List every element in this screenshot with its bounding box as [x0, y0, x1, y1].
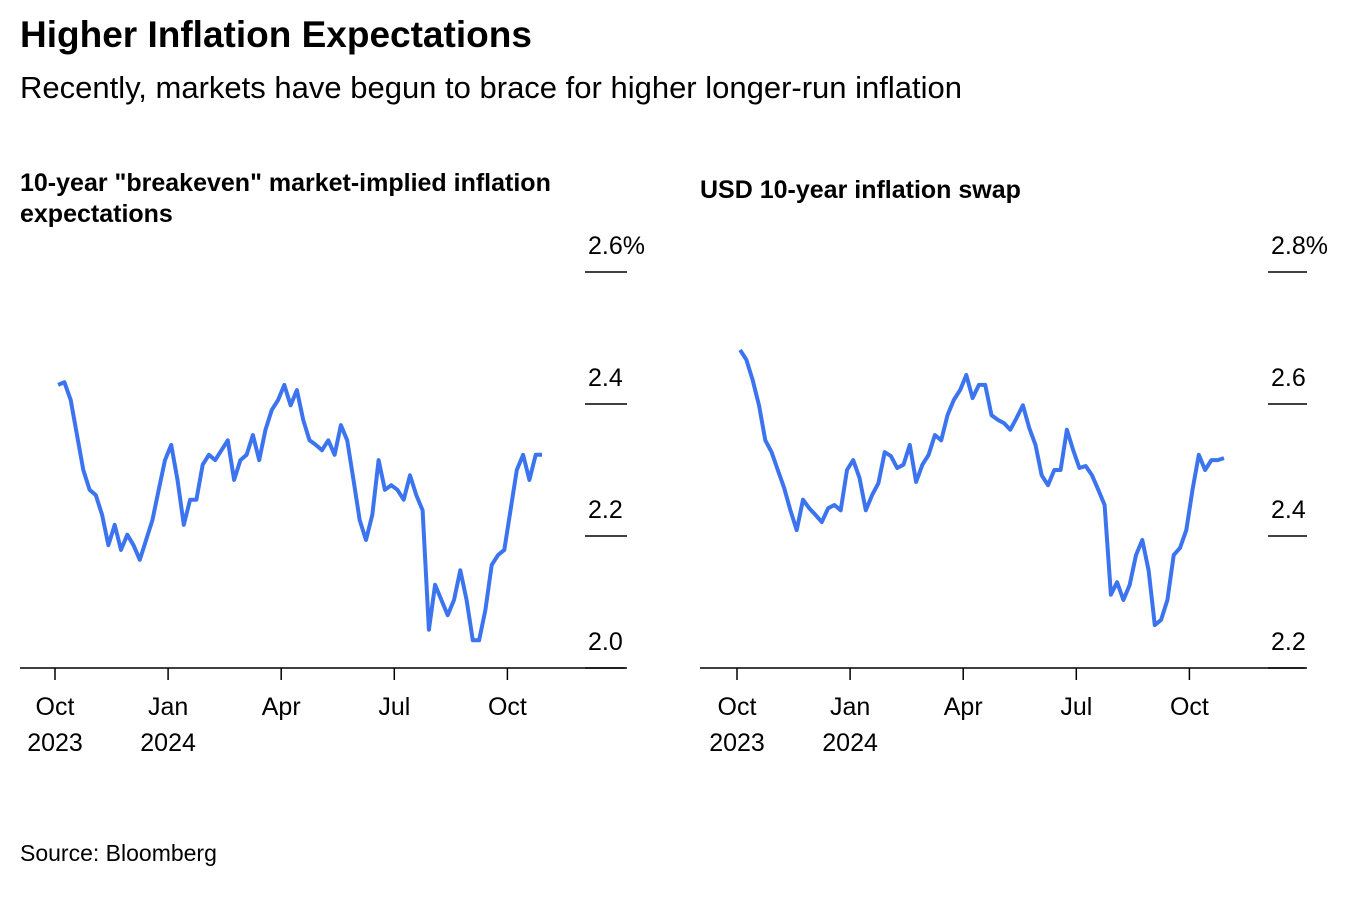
- chart-title: USD 10-year inflation swap: [700, 176, 1021, 204]
- x-tick-label: Oct: [487, 693, 527, 721]
- data-line: [57, 380, 542, 643]
- x-tick-label: Apr: [261, 693, 301, 721]
- x-tick-label: Jul: [1060, 693, 1093, 721]
- y-tick-label: 2.6: [1271, 364, 1306, 392]
- chart-title: 10-year "breakeven" market-implied infla…: [20, 169, 551, 228]
- y-tick-label: 2.8%: [1271, 232, 1328, 260]
- y-tick-label: 2.4: [1271, 496, 1306, 524]
- y-tick-label: 2.0: [588, 628, 623, 656]
- x-tick-label: Apr: [943, 693, 983, 721]
- data-line: [738, 348, 1225, 628]
- y-tick-label: 2.6%: [588, 232, 645, 260]
- x-tick-label: Jan 2024: [140, 693, 196, 757]
- x-tick-label: Jul: [378, 693, 411, 721]
- x-tick-label: Oct 2023: [709, 693, 765, 757]
- page-subtitle: Recently, markets have begun to brace fo…: [20, 70, 963, 105]
- source-note: Source: Bloomberg: [20, 840, 217, 866]
- y-tick-label: 2.2: [1271, 628, 1306, 656]
- x-tick-label: Jan 2024: [822, 693, 878, 757]
- y-tick-label: 2.4: [588, 364, 623, 392]
- page-title: Higher Inflation Expectations: [20, 14, 532, 55]
- y-tick-label: 2.2: [588, 496, 623, 524]
- x-tick-label: Oct: [1169, 693, 1209, 721]
- x-tick-label: Oct 2023: [27, 693, 83, 757]
